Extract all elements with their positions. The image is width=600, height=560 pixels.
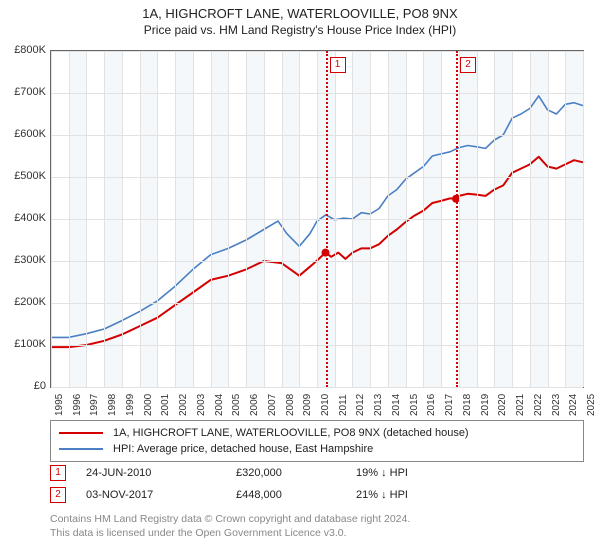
xtick-label: 2009: [302, 394, 313, 416]
chart-subtitle: Price paid vs. HM Land Registry's House …: [0, 23, 600, 37]
ytick-label: £100K: [0, 338, 46, 350]
xtick-label: 2004: [214, 394, 225, 416]
legend-swatch-property: [59, 432, 103, 434]
ytick-label: £700K: [0, 86, 46, 98]
xtick-label: 2025: [586, 394, 597, 416]
xtick-label: 1995: [54, 394, 65, 416]
xtick-label: 1999: [125, 394, 136, 416]
price-chart-card: 1A, HIGHCROFT LANE, WATERLOOVILLE, PO8 9…: [0, 0, 600, 560]
sale-marker-badge: 2: [460, 57, 476, 73]
xtick-label: 1996: [72, 394, 83, 416]
plot-area: 12: [50, 50, 584, 388]
legend-swatch-hpi: [59, 448, 103, 450]
sale-date-2: 03-NOV-2017: [86, 489, 236, 501]
ytick-label: £800K: [0, 44, 46, 56]
xtick-label: 1998: [107, 394, 118, 416]
xtick-label: 2013: [373, 394, 384, 416]
sale-badge-1: 1: [50, 465, 66, 481]
xtick-label: 2018: [462, 394, 473, 416]
xtick-label: 2021: [515, 394, 526, 416]
xtick-label: 2003: [196, 394, 207, 416]
xtick-label: 2017: [444, 394, 455, 416]
xtick-label: 2011: [338, 394, 349, 416]
attribution: Contains HM Land Registry data © Crown c…: [50, 512, 584, 540]
sale-marker-badge: 1: [330, 57, 346, 73]
sale-row-2: 2 03-NOV-2017 £448,000 21% ↓ HPI: [50, 484, 584, 506]
sale-price-1: £320,000: [236, 467, 356, 479]
ytick-label: £0: [0, 380, 46, 392]
attribution-line1: Contains HM Land Registry data © Crown c…: [50, 512, 584, 526]
chart-title-address: 1A, HIGHCROFT LANE, WATERLOOVILLE, PO8 9…: [0, 6, 600, 21]
ytick-label: £600K: [0, 128, 46, 140]
legend-label-property: 1A, HIGHCROFT LANE, WATERLOOVILLE, PO8 9…: [113, 427, 469, 439]
xtick-label: 2006: [249, 394, 260, 416]
ytick-label: £300K: [0, 254, 46, 266]
legend: 1A, HIGHCROFT LANE, WATERLOOVILLE, PO8 9…: [50, 420, 584, 462]
sale-badge-2: 2: [50, 487, 66, 503]
xtick-label: 2023: [551, 394, 562, 416]
xtick-label: 2012: [355, 394, 366, 416]
legend-row-hpi: HPI: Average price, detached house, East…: [59, 441, 575, 457]
xtick-label: 2016: [426, 394, 437, 416]
xtick-label: 2014: [391, 394, 402, 416]
xtick-label: 1997: [89, 394, 100, 416]
sale-row-1: 1 24-JUN-2010 £320,000 19% ↓ HPI: [50, 462, 584, 484]
legend-row-property: 1A, HIGHCROFT LANE, WATERLOOVILLE, PO8 9…: [59, 425, 575, 441]
chart-titles: 1A, HIGHCROFT LANE, WATERLOOVILLE, PO8 9…: [0, 0, 600, 37]
sale-hpi-1: 19% ↓ HPI: [356, 467, 466, 479]
legend-label-hpi: HPI: Average price, detached house, East…: [113, 443, 373, 455]
xtick-label: 2015: [409, 394, 420, 416]
xtick-label: 2000: [143, 394, 154, 416]
xtick-label: 2007: [267, 394, 278, 416]
xtick-label: 2024: [568, 394, 579, 416]
xtick-label: 2002: [178, 394, 189, 416]
ytick-label: £500K: [0, 170, 46, 182]
xtick-label: 2022: [533, 394, 544, 416]
sales-table: 1 24-JUN-2010 £320,000 19% ↓ HPI 2 03-NO…: [50, 462, 584, 506]
xtick-label: 2020: [497, 394, 508, 416]
ytick-label: £200K: [0, 296, 46, 308]
sale-price-2: £448,000: [236, 489, 356, 501]
ytick-label: £400K: [0, 212, 46, 224]
sale-hpi-2: 21% ↓ HPI: [356, 489, 466, 501]
xtick-label: 2019: [480, 394, 491, 416]
sale-date-1: 24-JUN-2010: [86, 467, 236, 479]
xtick-label: 2010: [320, 394, 331, 416]
xtick-label: 2008: [285, 394, 296, 416]
xtick-label: 2001: [160, 394, 171, 416]
attribution-line2: This data is licensed under the Open Gov…: [50, 526, 584, 540]
xtick-label: 2005: [231, 394, 242, 416]
